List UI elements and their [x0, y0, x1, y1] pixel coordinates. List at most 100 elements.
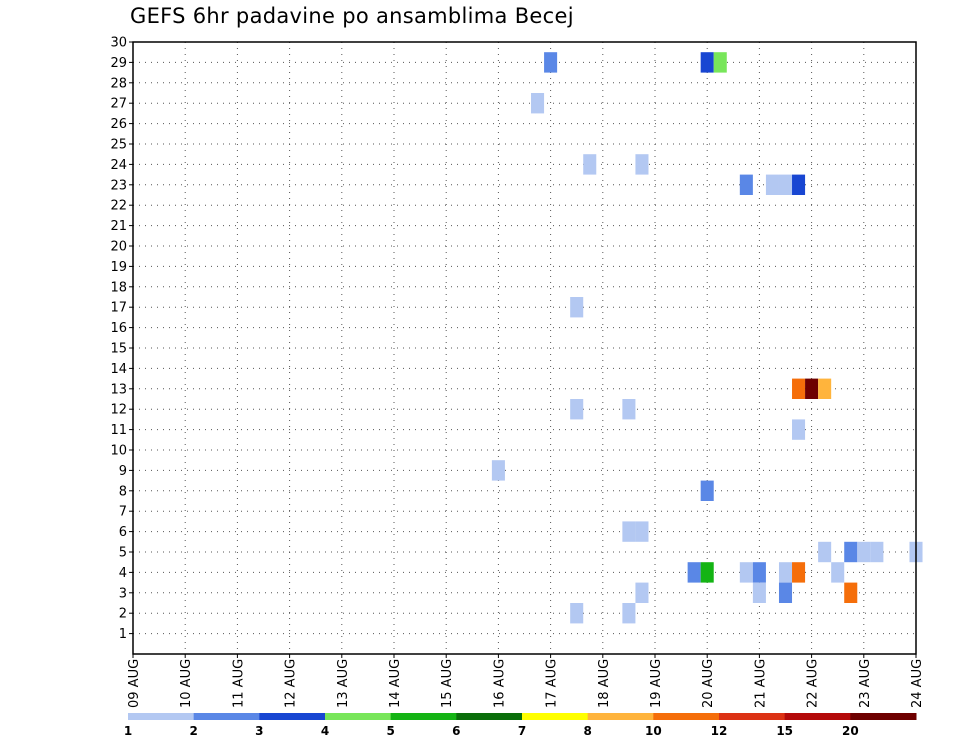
y-tick-label: 7	[119, 505, 127, 520]
x-tick-label: 13 AUG	[336, 659, 351, 708]
heatmap-cell	[739, 174, 753, 195]
y-tick-label: 2	[119, 607, 127, 622]
colorbar-swatch	[259, 713, 326, 720]
colorbar-swatch	[653, 713, 720, 720]
x-tick-label: 18 AUG	[597, 659, 612, 708]
heatmap-cell	[583, 154, 597, 175]
colorbar-swatch	[325, 713, 392, 720]
heatmap-cell	[792, 378, 806, 399]
heatmap-cell	[844, 541, 858, 563]
y-tick-label: 30	[110, 36, 127, 51]
heatmap-cell	[635, 521, 649, 542]
x-tick-label: 15 AUG	[440, 659, 455, 708]
x-tick-label: 17 AUG	[545, 659, 560, 708]
x-tick-label: 24 AUG	[910, 659, 925, 708]
colorbar-label: 5	[386, 724, 394, 738]
y-tick-label: 29	[110, 56, 127, 71]
y-tick-label: 13	[110, 382, 127, 397]
colorbar-label: 4	[321, 724, 329, 738]
heatmap-cell	[818, 378, 832, 399]
colorbar-label: 12	[711, 724, 728, 738]
y-tick-label: 27	[110, 97, 127, 112]
heatmap-cell	[831, 562, 845, 583]
colorbar-swatch	[390, 713, 457, 720]
heatmap-cell	[778, 562, 793, 583]
colorbar-swatch	[128, 713, 195, 720]
x-tick-label: 20 AUG	[701, 659, 716, 708]
y-tick-label: 10	[110, 444, 127, 459]
x-tick-label: 22 AUG	[806, 659, 821, 708]
heatmap-cell	[778, 174, 793, 195]
x-tick-label: 12 AUG	[284, 659, 299, 708]
heatmap-cell	[700, 52, 714, 73]
chart-title: GEFS 6hr padavine po ansamblima Becej	[130, 4, 574, 28]
y-tick-label: 19	[110, 260, 127, 275]
y-tick-label: 20	[110, 240, 127, 255]
y-tick-label: 17	[110, 301, 127, 316]
heatmap-cell	[622, 603, 636, 624]
y-tick-label: 5	[119, 546, 127, 561]
heatmap-cell	[622, 399, 636, 420]
x-tick-label: 23 AUG	[858, 659, 873, 708]
colorbar-swatch	[193, 713, 260, 720]
heatmap-cell	[752, 582, 766, 603]
heatmap-cell	[635, 582, 649, 603]
heatmap-cell	[805, 378, 819, 399]
heatmap-cell	[713, 52, 727, 73]
y-tick-label: 11	[110, 423, 127, 438]
heatmap-cell	[570, 297, 584, 318]
x-tick-label: 14 AUG	[388, 659, 403, 708]
colorbar-swatch	[850, 713, 917, 720]
x-tick-label: 11 AUG	[231, 659, 246, 708]
colorbar-label: 10	[645, 724, 662, 738]
x-tick-label: 10 AUG	[179, 659, 194, 708]
colorbar-label: 3	[255, 724, 263, 738]
y-tick-label: 16	[110, 321, 127, 336]
y-tick-label: 3	[119, 586, 127, 601]
y-tick-label: 6	[119, 525, 127, 540]
heatmap-cell	[635, 154, 649, 175]
colorbar: 1 2 3 4 5 6 7 8 10 12 15 20	[124, 713, 917, 738]
heatmap-cell	[792, 174, 806, 195]
colorbar-label: 1	[124, 724, 132, 738]
colorbar-swatch	[522, 713, 589, 720]
grid-lines	[132, 41, 917, 654]
y-tick-label: 8	[119, 484, 127, 499]
heatmap-cell	[857, 541, 871, 563]
heatmap-cell	[752, 562, 766, 583]
y-tick-label: 4	[119, 566, 127, 581]
heatmap-cell	[544, 52, 558, 73]
heatmap-cell	[687, 562, 701, 583]
y-tick-label: 9	[119, 464, 127, 479]
y-tick-label: 23	[110, 178, 127, 193]
axes: 1234567891011121314151617181920212223242…	[110, 36, 925, 709]
colorbar-swatch	[784, 713, 851, 720]
colorbar-label: 20	[842, 724, 859, 738]
x-tick-label: 19 AUG	[649, 659, 664, 708]
colorbar-label: 6	[452, 724, 460, 738]
heatmap-cell	[870, 541, 884, 563]
colorbar-label: 15	[776, 724, 793, 738]
heatmap-cell	[765, 174, 779, 195]
heatmap-cell	[818, 541, 832, 563]
colorbar-label: 2	[189, 724, 197, 738]
heatmap-cell	[792, 419, 806, 440]
y-tick-label: 28	[110, 76, 127, 91]
y-tick-label: 15	[110, 342, 127, 357]
y-tick-label: 18	[110, 280, 127, 295]
x-tick-label: 16 AUG	[492, 659, 507, 708]
heatmap-cell	[739, 562, 753, 583]
heatmap-cell	[792, 562, 806, 583]
colorbar-label: 7	[518, 724, 526, 738]
x-tick-label: 21 AUG	[753, 659, 768, 708]
y-tick-label: 14	[110, 362, 127, 377]
y-tick-label: 25	[110, 138, 127, 153]
y-tick-label: 1	[119, 627, 127, 642]
heatmap-cell	[622, 521, 636, 542]
colorbar-swatch	[587, 713, 654, 720]
heatmap-cell	[844, 582, 858, 603]
heatmap-cell	[778, 582, 793, 603]
heatmap-cells	[491, 52, 923, 624]
y-tick-label: 12	[110, 403, 127, 418]
y-tick-label: 21	[110, 219, 127, 234]
